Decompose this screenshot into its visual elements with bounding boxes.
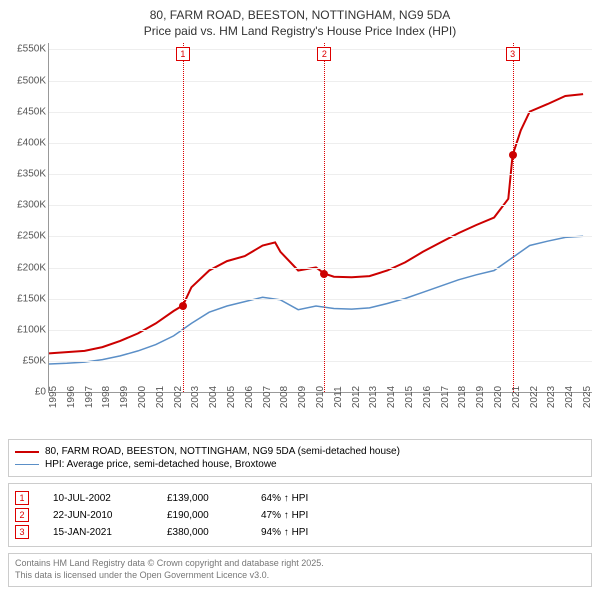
title-line-2: Price paid vs. HM Land Registry's House … <box>8 24 592 40</box>
line-svg <box>49 43 592 392</box>
event-delta: 64% ↑ HPI <box>261 493 308 504</box>
y-axis: £0£50K£100K£150K£200K£250K£300K£350K£400… <box>8 43 48 393</box>
y-tick-label: £0 <box>35 387 46 398</box>
series-line-price_paid <box>49 94 583 353</box>
gridline <box>49 81 592 82</box>
event-price: £139,000 <box>167 493 237 504</box>
event-price: £380,000 <box>167 527 237 538</box>
event-delta: 47% ↑ HPI <box>261 510 308 521</box>
legend-swatch <box>15 464 39 465</box>
event-vline <box>183 43 184 392</box>
event-marker-box: 3 <box>506 47 520 61</box>
event-marker-icon: 3 <box>15 525 29 539</box>
legend-item: HPI: Average price, semi-detached house,… <box>15 459 585 470</box>
event-vline <box>324 43 325 392</box>
legend: 80, FARM ROAD, BEESTON, NOTTINGHAM, NG9 … <box>8 439 592 477</box>
y-tick-label: £250K <box>17 231 46 242</box>
legend-label: 80, FARM ROAD, BEESTON, NOTTINGHAM, NG9 … <box>45 446 400 457</box>
y-tick-label: £400K <box>17 137 46 148</box>
event-delta: 94% ↑ HPI <box>261 527 308 538</box>
event-marker-dot <box>509 151 517 159</box>
event-price: £190,000 <box>167 510 237 521</box>
y-tick-label: £550K <box>17 44 46 55</box>
footnote-line: This data is licensed under the Open Gov… <box>15 570 585 582</box>
chart-title: 80, FARM ROAD, BEESTON, NOTTINGHAM, NG9 … <box>8 8 592 39</box>
event-marker-dot <box>179 302 187 310</box>
gridline <box>49 112 592 113</box>
gridline <box>49 205 592 206</box>
y-tick-label: £500K <box>17 75 46 86</box>
title-line-1: 80, FARM ROAD, BEESTON, NOTTINGHAM, NG9 … <box>8 8 592 24</box>
gridline <box>49 299 592 300</box>
y-tick-label: £50K <box>23 356 46 367</box>
x-axis: 1995199619971998199920002001200220032004… <box>48 393 592 433</box>
legend-swatch <box>15 451 39 453</box>
gridline <box>49 330 592 331</box>
x-tick-label: 2025 <box>582 386 600 408</box>
footnote: Contains HM Land Registry data © Crown c… <box>8 553 592 586</box>
chart-area: £0 £50K £100K £150K £200K £250K £300K £350K £400… <box>8 43 592 433</box>
event-date: 15-JAN-2021 <box>53 527 143 538</box>
event-vline <box>513 43 514 392</box>
gridline <box>49 361 592 362</box>
event-marker-box: 1 <box>176 47 190 61</box>
event-row: 3 15-JAN-2021 £380,000 94% ↑ HPI <box>15 525 585 539</box>
y-tick-label: £300K <box>17 200 46 211</box>
gridline <box>49 174 592 175</box>
event-marker-icon: 1 <box>15 491 29 505</box>
footnote-line: Contains HM Land Registry data © Crown c… <box>15 558 585 570</box>
event-marker-dot <box>320 270 328 278</box>
events-table: 1 10-JUL-2002 £139,000 64% ↑ HPI 2 22-JU… <box>8 483 592 547</box>
y-tick-label: £450K <box>17 106 46 117</box>
y-tick-label: £200K <box>17 262 46 273</box>
event-date: 22-JUN-2010 <box>53 510 143 521</box>
event-marker-box: 2 <box>317 47 331 61</box>
y-tick-label: £100K <box>17 324 46 335</box>
event-row: 1 10-JUL-2002 £139,000 64% ↑ HPI <box>15 491 585 505</box>
series-line-hpi <box>49 236 583 364</box>
event-marker-icon: 2 <box>15 508 29 522</box>
legend-item: 80, FARM ROAD, BEESTON, NOTTINGHAM, NG9 … <box>15 446 585 457</box>
gridline <box>49 236 592 237</box>
legend-label: HPI: Average price, semi-detached house,… <box>45 459 277 470</box>
y-tick-label: £350K <box>17 169 46 180</box>
y-tick-label: £150K <box>17 293 46 304</box>
event-date: 10-JUL-2002 <box>53 493 143 504</box>
gridline <box>49 268 592 269</box>
plot-area: 1 2 3 <box>48 43 592 393</box>
event-row: 2 22-JUN-2010 £190,000 47% ↑ HPI <box>15 508 585 522</box>
gridline <box>49 143 592 144</box>
